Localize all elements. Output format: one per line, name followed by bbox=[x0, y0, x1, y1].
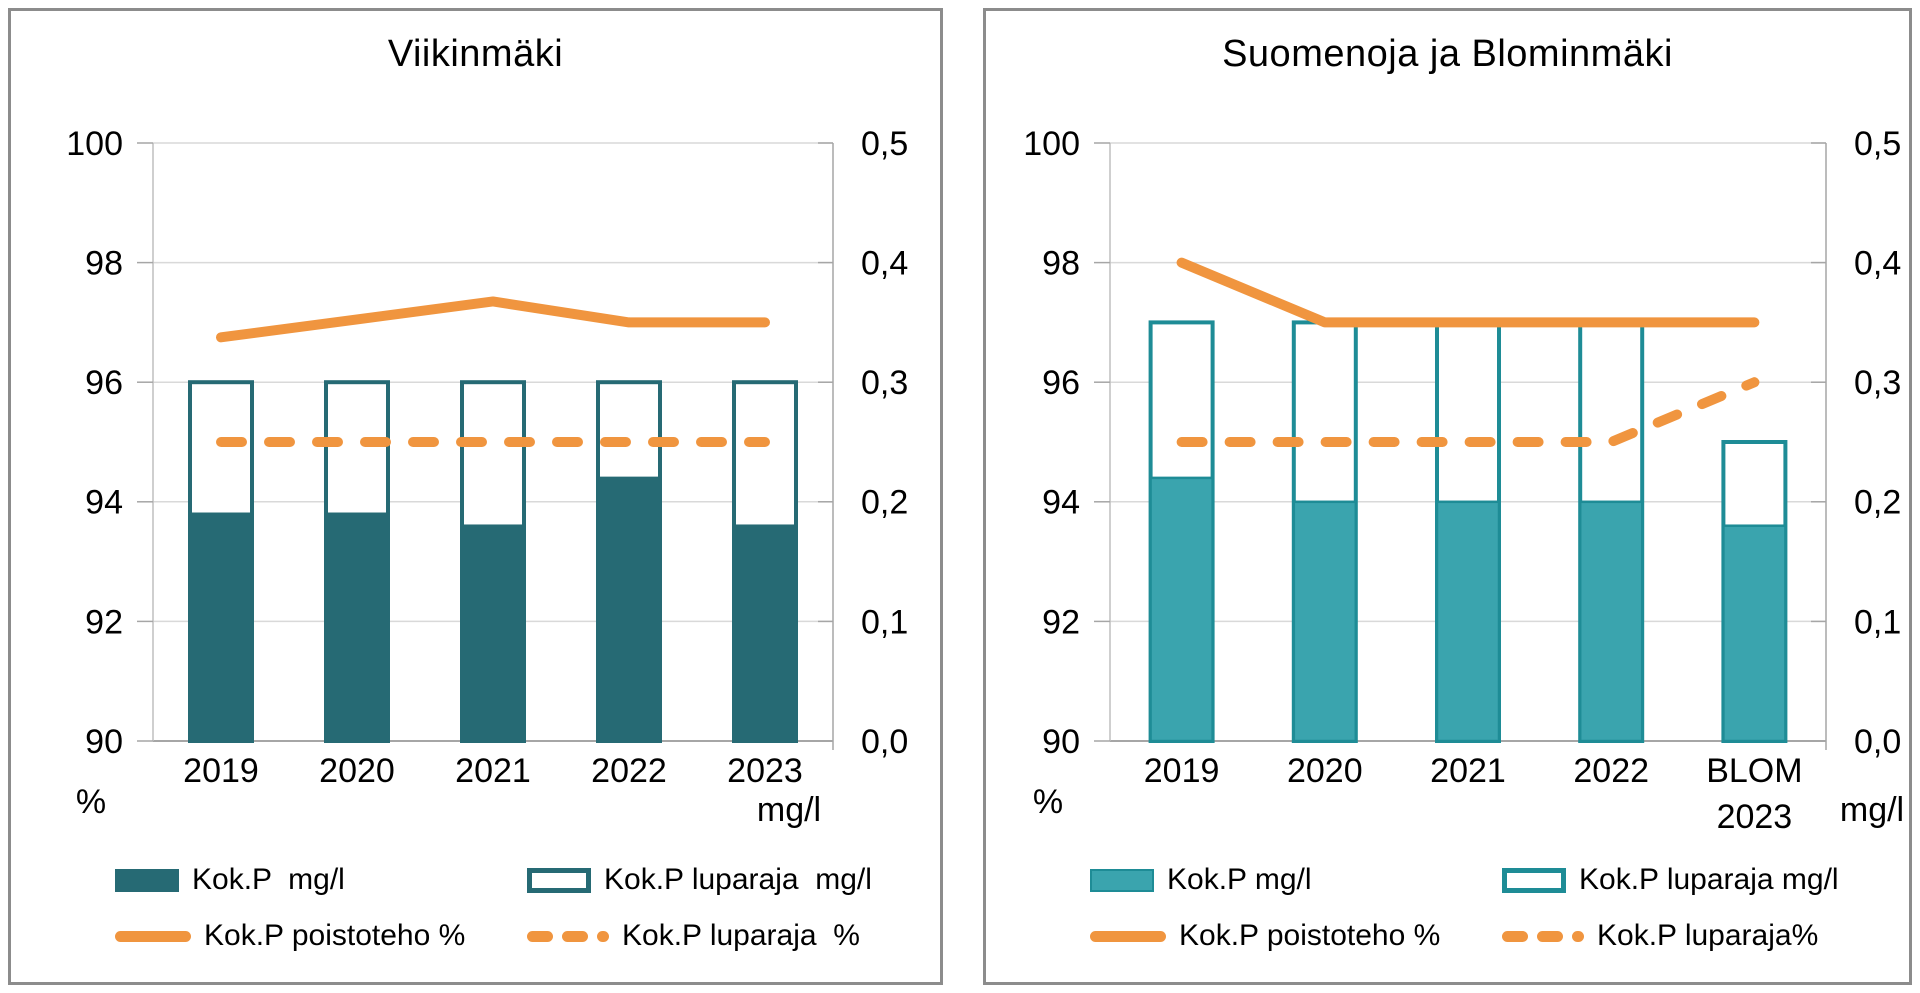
axis-labels: 100 98 96 94 92 90 0,5 0,4 0,3 0,2 0,1 0,0 2019 2020 2… bbox=[1023, 125, 1904, 836]
right-axis-tick-label: 0,0 bbox=[861, 723, 908, 761]
luparaja-line-swatch bbox=[1502, 930, 1584, 942]
right-axis-tick-label: 0,1 bbox=[861, 603, 908, 641]
axes bbox=[137, 142, 834, 750]
right-axis-tick-label: 0,4 bbox=[1854, 245, 1901, 283]
left-axis-tick-label: 100 bbox=[1023, 125, 1080, 163]
viikinmaki-chart-canvas: 100 98 96 94 92 90 0,5 0,4 0,3 0,2 0,1 0,0 2019 2020 2… bbox=[66, 125, 908, 829]
category-label: 2022 bbox=[591, 752, 667, 790]
poistoteho-line bbox=[1176, 257, 1760, 328]
left-axis-tick-label: 94 bbox=[1042, 484, 1080, 522]
bars bbox=[1148, 320, 1788, 743]
luparaja-line-swatch bbox=[527, 930, 609, 942]
kokp-bar bbox=[1578, 500, 1644, 743]
legend-item-kokp-mgl: Kok.P mg/l bbox=[115, 863, 345, 897]
right-axis-unit-label: mg/l bbox=[1840, 791, 1904, 829]
kokp-bar bbox=[596, 476, 662, 743]
legend-label: Kok.P luparaja mg/l bbox=[604, 863, 872, 896]
kokp-bar-swatch bbox=[1090, 868, 1154, 892]
poistoteho-line-swatch bbox=[1090, 930, 1166, 942]
legend-label: Kok.P poistoteho % bbox=[1179, 919, 1441, 952]
viikinmaki-chart-panel: Viikinmäki 100 98 96 94 92 90 0,5 0,4 0,3 0,2 0,1 0… bbox=[8, 8, 943, 985]
kokp-bar bbox=[324, 512, 390, 743]
axes bbox=[1094, 142, 1827, 750]
right-axis-tick-label: 0,4 bbox=[861, 245, 908, 283]
left-axis-unit-label: % bbox=[76, 783, 106, 821]
kokp-bar bbox=[460, 524, 526, 743]
kokp-bar bbox=[1149, 476, 1214, 743]
luparaja-bar-swatch bbox=[527, 867, 591, 893]
right-axis-unit-label: mg/l bbox=[757, 791, 821, 829]
right-axis-tick-label: 0,2 bbox=[1854, 484, 1901, 522]
legend-label: Kok.P luparaja% bbox=[1597, 919, 1819, 952]
legend-item-luparaja-pct: Kok.P luparaja % bbox=[527, 919, 860, 953]
left-axis-tick-label: 96 bbox=[85, 364, 123, 402]
category-label: 2019 bbox=[183, 752, 259, 790]
legend-item-luparaja-pct: Kok.P luparaja% bbox=[1502, 919, 1818, 953]
left-axis-tick-label: 94 bbox=[85, 484, 123, 522]
chart-title-viikinmaki: Viikinmäki bbox=[387, 33, 564, 75]
right-axis-tick-label: 0,3 bbox=[1854, 364, 1901, 402]
right-axis-tick-label: 0,5 bbox=[1854, 125, 1901, 163]
poistoteho-line-swatch bbox=[115, 930, 191, 942]
left-axis-tick-label: 90 bbox=[85, 723, 123, 761]
legend-item-poistoteho: Kok.P poistoteho % bbox=[115, 919, 465, 953]
legend-item-poistoteho: Kok.P poistoteho % bbox=[1090, 919, 1440, 953]
legend-item-luparaja-mgl: Kok.P luparaja mg/l bbox=[527, 863, 872, 897]
right-axis-tick-label: 0,0 bbox=[1854, 723, 1901, 761]
kokp-bar bbox=[1722, 524, 1787, 743]
right-axis-tick-label: 0,3 bbox=[861, 364, 908, 402]
luparaja-bar-swatch bbox=[1502, 867, 1566, 893]
legend-label: Kok.P luparaja mg/l bbox=[1579, 863, 1839, 896]
legend-item-kokp-mgl: Kok.P mg/l bbox=[1090, 863, 1312, 897]
category-label: 2021 bbox=[1430, 752, 1506, 790]
left-axis-tick-label: 98 bbox=[1042, 245, 1080, 283]
legend-item-luparaja-mgl: Kok.P luparaja mg/l bbox=[1502, 863, 1839, 897]
axis-labels: 100 98 96 94 92 90 0,5 0,4 0,3 0,2 0,1 0,0 2019 2020 2… bbox=[66, 125, 908, 829]
legend-label: Kok.P luparaja % bbox=[622, 919, 860, 952]
legend-label: Kok.P mg/l bbox=[1167, 863, 1312, 896]
left-axis-tick-label: 92 bbox=[1042, 603, 1080, 641]
kokp-bar-swatch bbox=[115, 868, 179, 892]
right-axis-tick-label: 0,1 bbox=[1854, 603, 1901, 641]
chart-title-suomenoja: Suomenoja ja Blominmäki bbox=[1222, 33, 1673, 75]
kokp-bar bbox=[732, 524, 798, 743]
category-label: 2020 bbox=[319, 752, 395, 790]
left-axis-tick-label: 90 bbox=[1042, 723, 1080, 761]
left-axis-tick-label: 96 bbox=[1042, 364, 1080, 402]
category-label: 2023 bbox=[727, 752, 803, 790]
category-label: 2019 bbox=[1144, 752, 1220, 790]
category-label: 2022 bbox=[1573, 752, 1649, 790]
legend-label: Kok.P mg/l bbox=[192, 863, 345, 896]
right-axis-tick-label: 0,2 bbox=[861, 484, 908, 522]
suomenoja-chart-canvas: 100 98 96 94 92 90 0,5 0,4 0,3 0,2 0,1 0,0 2019 2020 2… bbox=[1023, 125, 1904, 836]
category-label: BLOM bbox=[1706, 752, 1802, 790]
poistoteho-line bbox=[216, 296, 770, 343]
right-axis-tick-label: 0,5 bbox=[861, 125, 908, 163]
left-axis-tick-label: 98 bbox=[85, 245, 123, 283]
category-label: 2021 bbox=[455, 752, 531, 790]
category-label: 2023 bbox=[1717, 798, 1793, 836]
kokp-bar bbox=[188, 512, 254, 743]
left-axis-unit-label: % bbox=[1033, 783, 1063, 821]
luparaja-pct-line bbox=[1176, 377, 1760, 447]
legend-label: Kok.P poistoteho % bbox=[204, 919, 466, 952]
suomenoja-blominmaki-chart-panel: Suomenoja ja Blominmäki 100 98 96 94 92 90 0,5… bbox=[983, 8, 1912, 985]
category-label: 2020 bbox=[1287, 752, 1363, 790]
bars bbox=[188, 380, 798, 743]
kokp-bar bbox=[1292, 500, 1358, 743]
left-axis-tick-label: 100 bbox=[66, 125, 123, 163]
kokp-bar bbox=[1435, 500, 1501, 743]
left-axis-tick-label: 92 bbox=[85, 603, 123, 641]
